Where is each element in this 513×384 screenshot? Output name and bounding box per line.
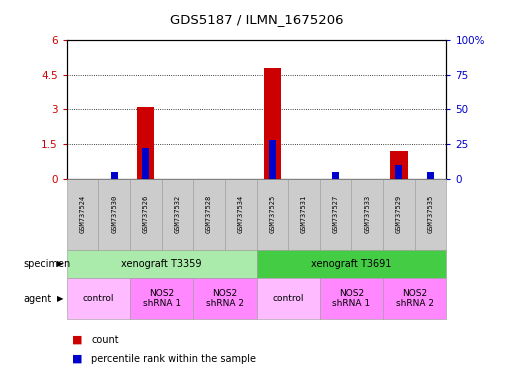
Text: ■: ■ [72, 354, 82, 364]
Text: GSM737535: GSM737535 [427, 195, 433, 233]
Text: GSM737529: GSM737529 [396, 195, 402, 233]
Text: GDS5187 / ILMN_1675206: GDS5187 / ILMN_1675206 [170, 13, 343, 26]
Text: control: control [83, 294, 114, 303]
Text: NOS2
shRNA 1: NOS2 shRNA 1 [332, 289, 370, 308]
Bar [390, 151, 407, 179]
Text: xenograft T3691: xenograft T3691 [311, 259, 391, 269]
Bar [264, 68, 281, 179]
Text: NOS2
shRNA 2: NOS2 shRNA 2 [396, 289, 433, 308]
Text: GSM737527: GSM737527 [332, 195, 339, 233]
Text: control: control [272, 294, 304, 303]
Text: percentile rank within the sample: percentile rank within the sample [91, 354, 256, 364]
Text: ▶: ▶ [57, 260, 64, 268]
Text: GSM737532: GSM737532 [174, 195, 181, 233]
Text: GSM737531: GSM737531 [301, 195, 307, 233]
Text: agent: agent [23, 293, 51, 304]
Text: GSM737526: GSM737526 [143, 195, 149, 233]
Text: NOS2
shRNA 2: NOS2 shRNA 2 [206, 289, 244, 308]
Bar [137, 107, 154, 179]
Bar [396, 165, 402, 179]
Text: GSM737528: GSM737528 [206, 195, 212, 233]
Text: NOS2
shRNA 1: NOS2 shRNA 1 [143, 289, 181, 308]
Text: GSM737534: GSM737534 [238, 195, 244, 233]
Text: ■: ■ [72, 335, 82, 345]
Bar [111, 172, 117, 179]
Bar [142, 148, 149, 179]
Bar [332, 172, 339, 179]
Text: GSM737524: GSM737524 [80, 195, 86, 233]
Text: xenograft T3359: xenograft T3359 [122, 259, 202, 269]
Text: GSM737530: GSM737530 [111, 195, 117, 233]
Text: ▶: ▶ [57, 294, 64, 303]
Text: specimen: specimen [23, 259, 70, 269]
Text: GSM737525: GSM737525 [269, 195, 275, 233]
Bar [427, 172, 434, 179]
Text: GSM737533: GSM737533 [364, 195, 370, 233]
Text: count: count [91, 335, 119, 345]
Bar [269, 140, 276, 179]
